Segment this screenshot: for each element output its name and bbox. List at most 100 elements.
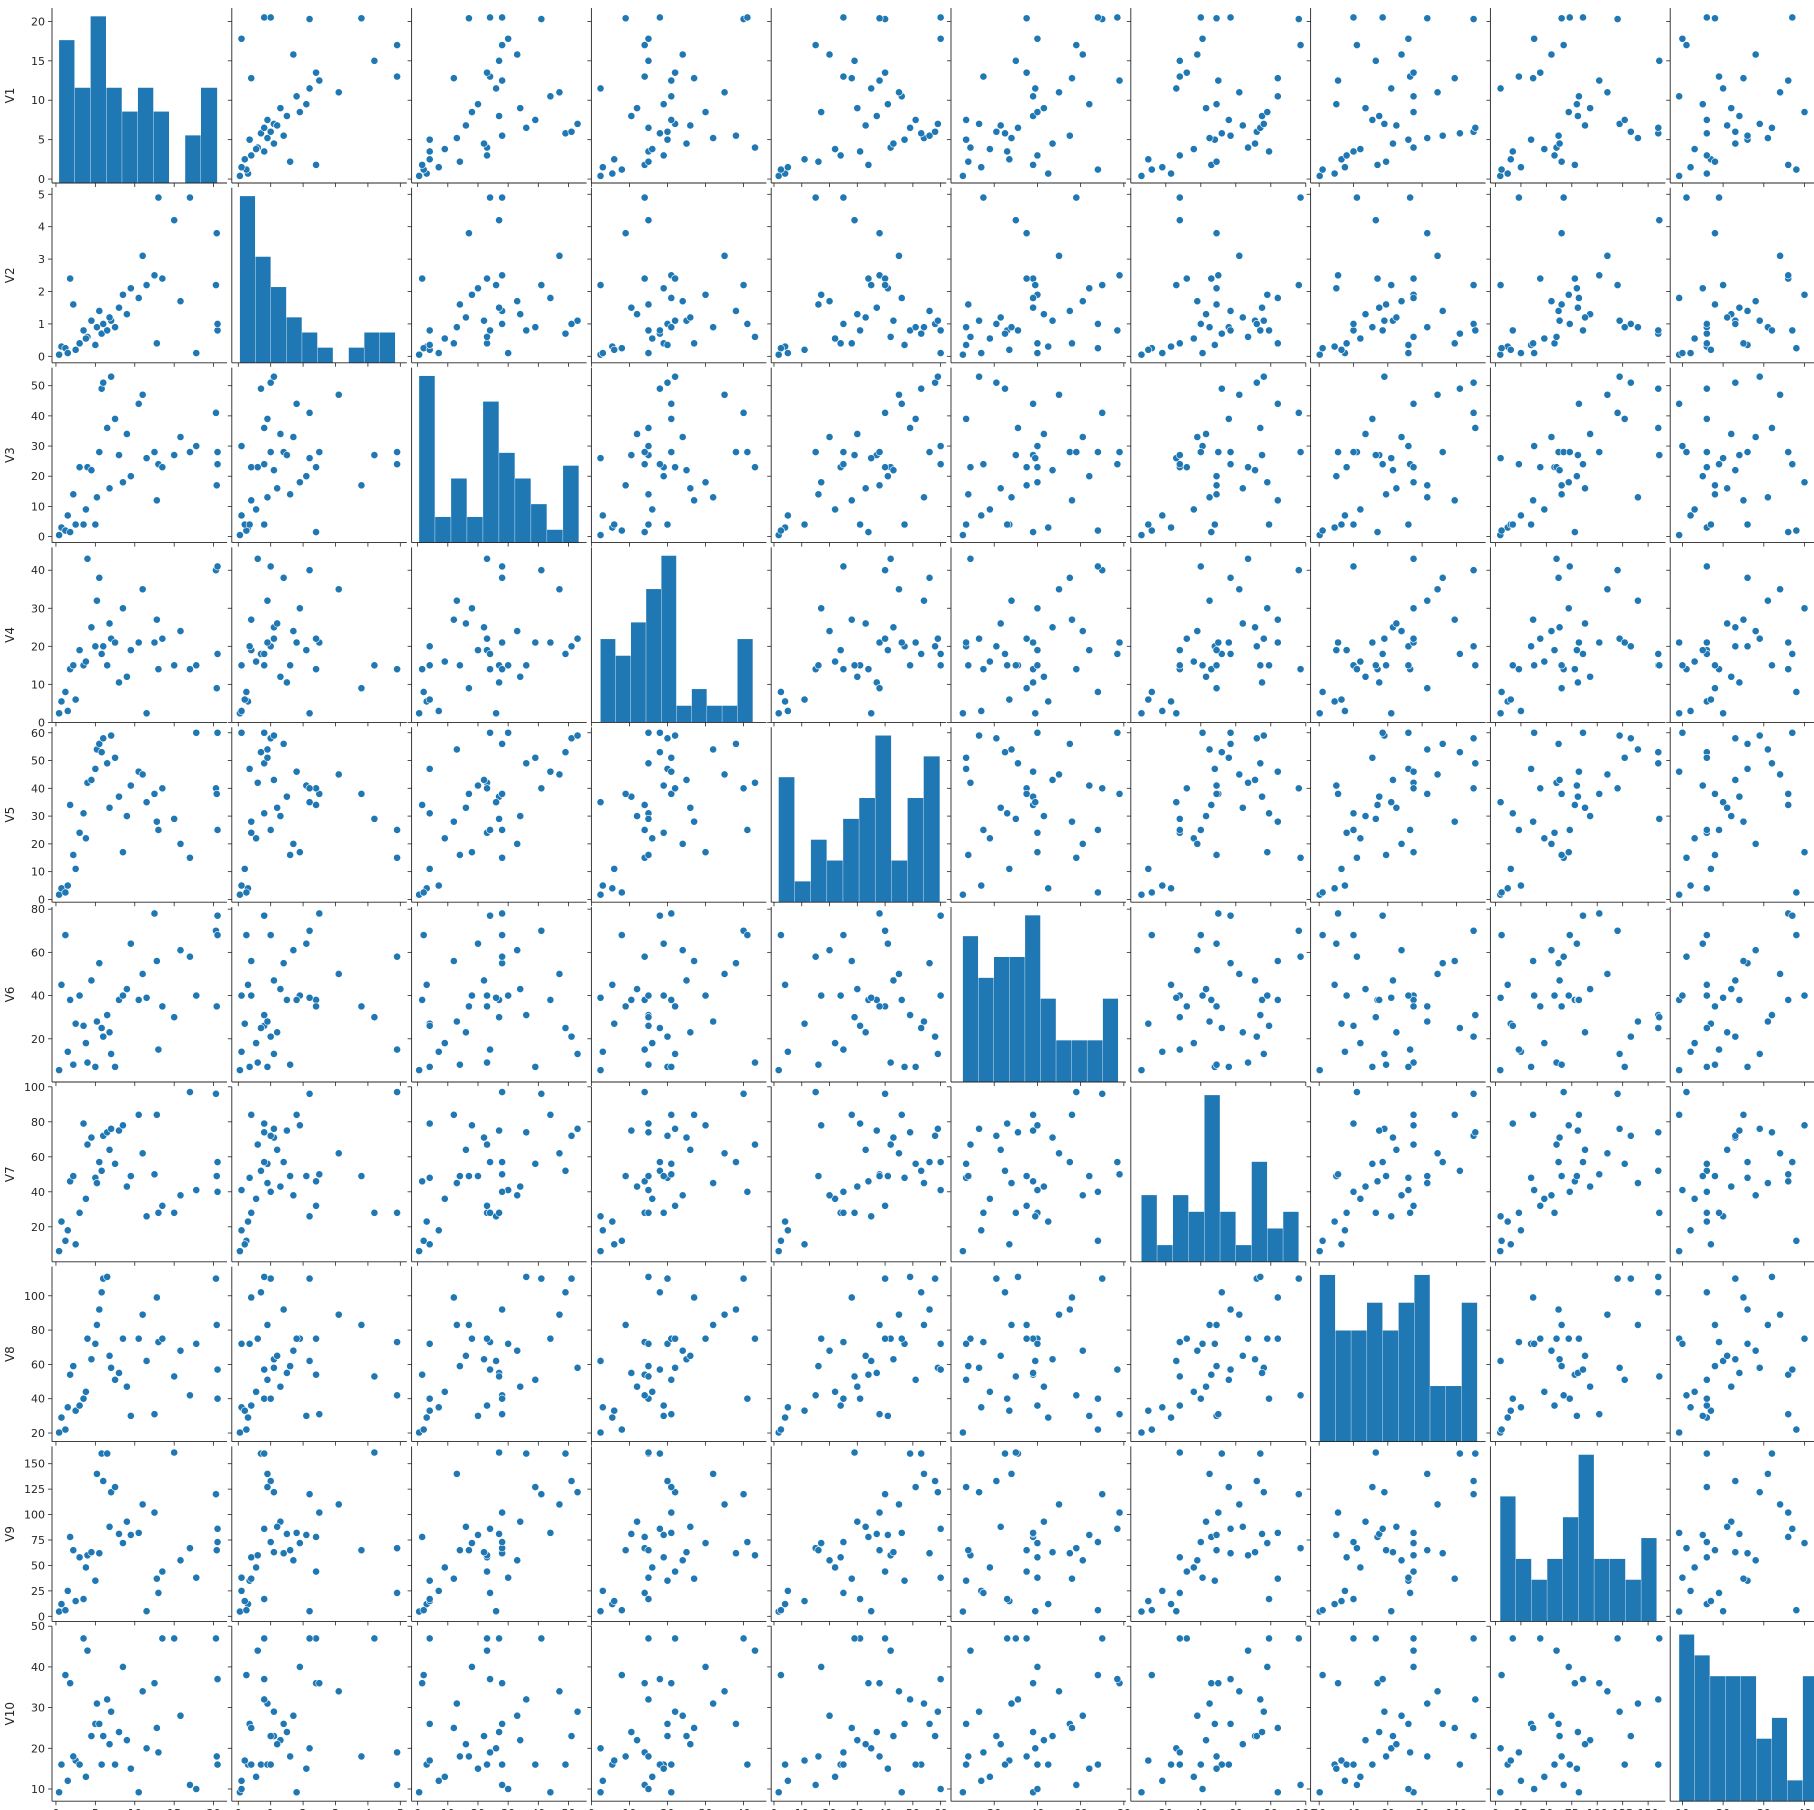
point-V6-V10-18 xyxy=(1702,1062,1711,1071)
point-V4-V1-32 xyxy=(212,684,221,693)
point-V9-V2-7 xyxy=(247,1553,256,1562)
point-V6-V3-17 xyxy=(573,1050,582,1058)
point-V5-V6-25 xyxy=(1068,817,1076,826)
y-tick-label: 20 xyxy=(31,1742,45,1755)
hist-bar-V6-10 xyxy=(1102,998,1119,1082)
point-V5-V10-3 xyxy=(1792,888,1801,897)
point-V7-V4-10 xyxy=(682,1133,691,1142)
point-V1-V8-38 xyxy=(1433,88,1442,97)
point-V1-V9-19 xyxy=(1574,112,1582,120)
point-V2-V4-39 xyxy=(678,297,687,306)
point-V7-V6-9 xyxy=(966,1140,975,1149)
point-V9-V6-32 xyxy=(1022,1546,1031,1555)
point-V3-V10-32 xyxy=(1711,481,1719,490)
point-V1-V9-7 xyxy=(1550,151,1559,160)
point-V10-V5-21 xyxy=(883,1764,892,1773)
point-V7-V2-24 xyxy=(315,1170,324,1179)
point-V5-V9-22 xyxy=(1575,767,1583,776)
point-V4-V3-26 xyxy=(486,665,494,674)
point-V4-V2-12 xyxy=(263,596,272,605)
point-V2-V5-17 xyxy=(933,316,942,325)
point-V6-V5-14 xyxy=(917,1024,926,1032)
point-V7-V2-33 xyxy=(260,1158,269,1166)
point-V5-V2-10 xyxy=(270,776,278,784)
point-V2-V4-35 xyxy=(644,300,653,309)
point-V7-V10-12 xyxy=(1763,1179,1772,1187)
point-V1-V9-30 xyxy=(1530,34,1539,43)
point-V1-V2-31 xyxy=(305,15,314,23)
point-V8-V2-22 xyxy=(292,1334,301,1343)
point-V7-V5-33 xyxy=(936,1158,945,1166)
point-V6-V5-6 xyxy=(800,1019,809,1028)
point-V8-V3-15 xyxy=(567,1274,576,1283)
point-V8-V3-10 xyxy=(480,1355,488,1364)
point-V3-V8-31 xyxy=(1469,408,1478,417)
point-V8-V4-25 xyxy=(690,1293,699,1302)
point-V1-V5-39 xyxy=(825,50,834,59)
point-V1-V9-6 xyxy=(1506,155,1515,164)
point-V3-V5-13 xyxy=(925,448,934,456)
point-V4-V7-2 xyxy=(1167,697,1175,706)
hist-bar-V9-4 xyxy=(1547,1558,1563,1622)
point-V4-V8-29 xyxy=(1353,665,1361,674)
point-V5-V3-16 xyxy=(522,759,531,768)
point-V5-V6-12 xyxy=(1007,745,1016,754)
hist-bar-V1-4 xyxy=(106,87,122,183)
point-V8-V9-9 xyxy=(1552,1334,1561,1343)
point-V9-V3-24 xyxy=(498,1508,507,1517)
point-V2-V6-13 xyxy=(1065,307,1074,315)
point-V10-V4-1 xyxy=(596,1788,605,1797)
point-V4-V2-32 xyxy=(357,684,366,693)
point-V9-V6-10 xyxy=(1048,1548,1057,1557)
point-V3-V6-28 xyxy=(1011,451,1020,459)
point-V2-V6-26 xyxy=(979,193,988,202)
point-V9-V2-40 xyxy=(273,1522,282,1531)
point-V5-V7-34 xyxy=(1196,826,1205,834)
point-V8-V6-27 xyxy=(1022,1334,1031,1343)
point-V8-V2-3 xyxy=(242,1425,251,1434)
point-V5-V1-40 xyxy=(105,803,114,812)
point-V6-V10-15 xyxy=(1731,1032,1740,1041)
point-V1-V5-37 xyxy=(831,145,839,154)
x-tick-label: 3 xyxy=(332,1807,339,1810)
point-V2-V8-29 xyxy=(1353,193,1361,202)
point-V5-V3-4 xyxy=(434,881,443,890)
x-tick-label: 10 xyxy=(795,1807,809,1810)
hist-bar-V7-7 xyxy=(1235,1245,1252,1262)
point-V5-V4-5 xyxy=(640,801,649,809)
point-V2-V9-3 xyxy=(1497,344,1506,353)
point-V6-V10-21 xyxy=(1698,939,1707,948)
point-V5-V3-39 xyxy=(513,839,522,848)
point-V2-V6-17 xyxy=(975,316,983,325)
point-V8-V3-13 xyxy=(498,1305,507,1314)
point-V5-V7-28 xyxy=(1175,814,1184,823)
point-V8-V2-32 xyxy=(357,1321,366,1329)
point-V7-V8-18 xyxy=(1368,1159,1377,1168)
point-V6-V8-8 xyxy=(1349,1021,1358,1030)
point-V1-V10-14 xyxy=(1702,129,1711,138)
point-V3-V1-30 xyxy=(192,442,201,450)
point-V10-V3-20 xyxy=(468,1662,476,1671)
point-V9-V7-39 xyxy=(1193,1556,1202,1565)
hist-bar-V1-1 xyxy=(59,40,75,184)
point-V8-V5-23 xyxy=(867,1357,876,1365)
hist-bar-V6-9 xyxy=(1087,1040,1103,1082)
point-V4-V7-3 xyxy=(1147,688,1156,696)
point-V1-V8-4 xyxy=(1341,163,1349,172)
point-V5-V8-12 xyxy=(1423,745,1432,754)
hist-bar-V8-4 xyxy=(1367,1302,1383,1442)
point-V1-V4-18 xyxy=(667,116,676,124)
point-V3-V8-16 xyxy=(1471,424,1480,432)
point-V8-V4-34 xyxy=(743,1394,752,1403)
y-tick-label: 50 xyxy=(31,1620,45,1633)
point-V10-V2-35 xyxy=(286,1752,295,1761)
point-V8-V6-1 xyxy=(958,1428,967,1437)
point-V2-V4-33 xyxy=(655,326,664,335)
point-V5-V3-6 xyxy=(425,864,434,873)
point-V8-V1-1 xyxy=(55,1428,63,1437)
point-V5-V9-34 xyxy=(1565,826,1574,834)
point-V6-V1-1 xyxy=(55,1066,63,1075)
point-V10-V4-34 xyxy=(743,1760,752,1769)
point-V10-V6-16 xyxy=(1014,1695,1022,1704)
point-V1-V4-7 xyxy=(659,151,668,160)
